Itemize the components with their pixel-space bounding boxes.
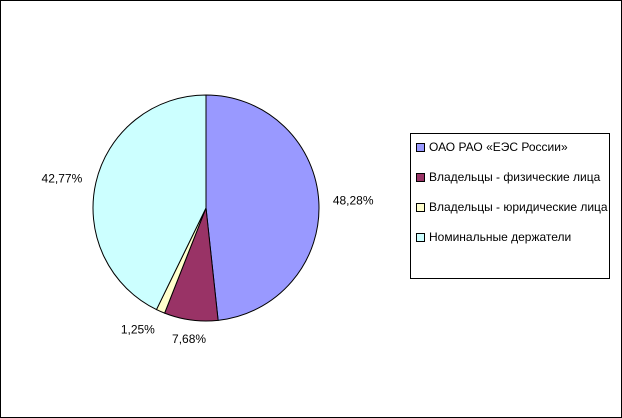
- legend-entry: Владельцы - юридические лица: [416, 199, 609, 215]
- pie-slice: [205, 94, 320, 321]
- legend-swatch: [416, 203, 425, 212]
- legend: ОАО РАО «ЕЭС России» Владельцы - физическ…: [410, 133, 610, 279]
- legend-swatch: [416, 173, 425, 182]
- legend-swatch: [416, 143, 425, 152]
- data-label: 1,25%: [121, 322, 155, 336]
- legend-swatch: [416, 233, 425, 242]
- legend-entry: Номинальные держатели: [416, 229, 609, 245]
- legend-label: Номинальные держатели: [429, 230, 572, 244]
- pie: 48,28% 7,68% 1,25% 42,77%: [42, 94, 374, 346]
- legend-entry: ОАО РАО «ЕЭС России»: [416, 139, 609, 155]
- legend-label: ОАО РАО «ЕЭС России»: [429, 140, 568, 154]
- legend-entry: Владельцы - физические лица: [416, 169, 609, 185]
- data-label: 42,77%: [42, 172, 83, 186]
- pie-slice: [92, 94, 207, 311]
- legend-label: Владельцы - физические лица: [429, 170, 601, 184]
- data-label: 48,28%: [333, 193, 374, 207]
- legend-label: Владельцы - юридические лица: [429, 200, 608, 214]
- data-label: 7,68%: [172, 332, 206, 346]
